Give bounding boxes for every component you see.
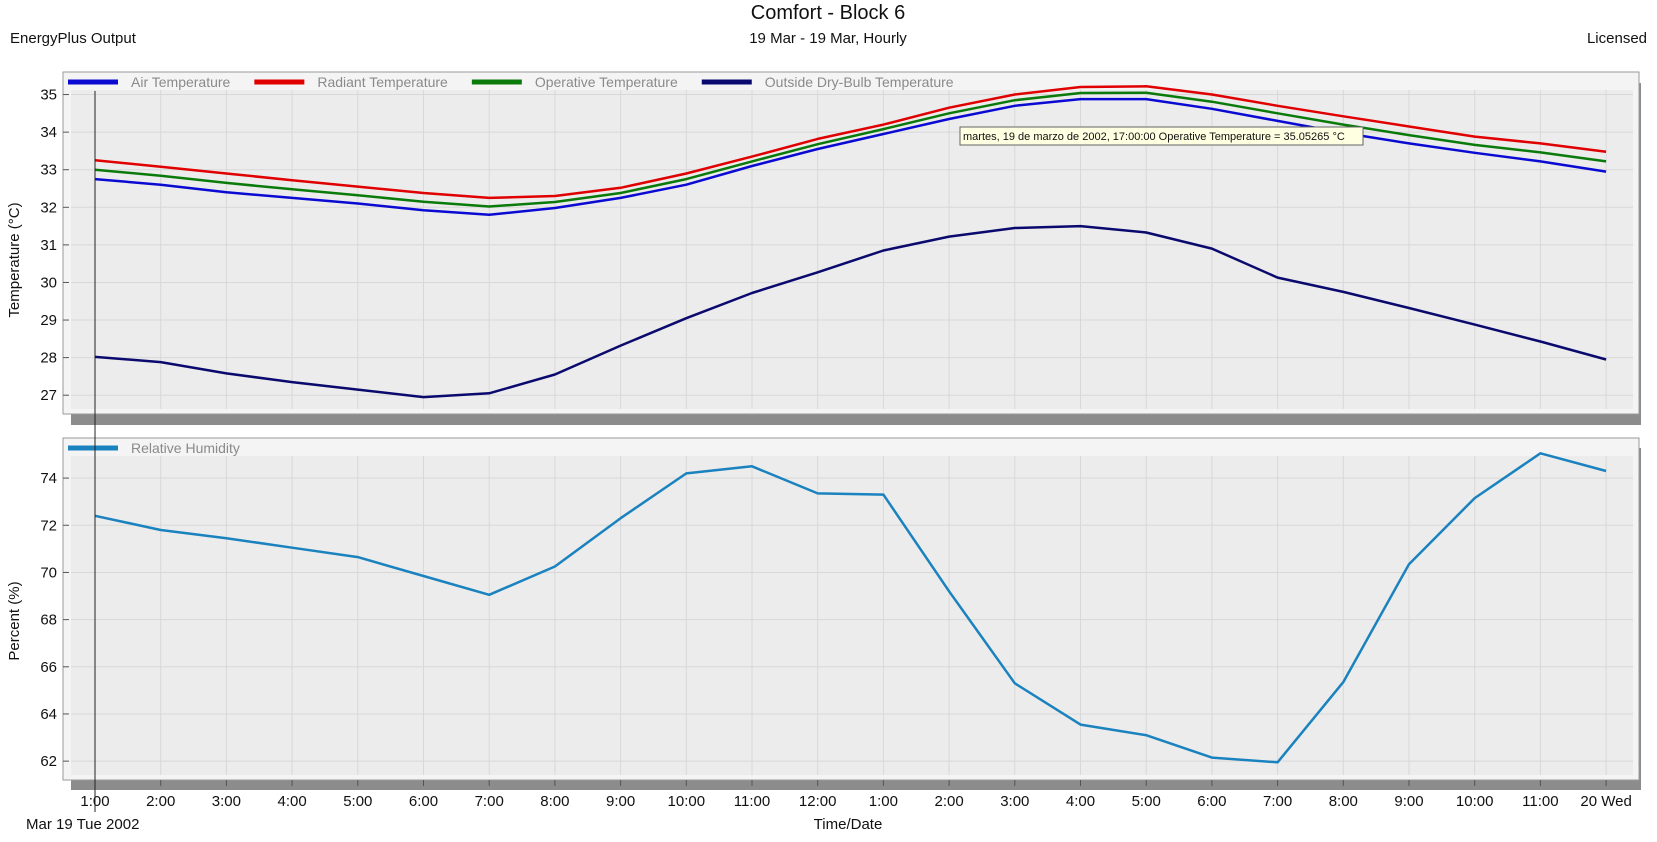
x-tick-label: 5:00 — [343, 793, 372, 810]
top-y-tick-label: 30 — [40, 274, 57, 291]
top-y-tick-label: 27 — [40, 387, 57, 404]
x-axis-label: Time/Date — [814, 816, 883, 833]
top-plot-area — [71, 90, 1633, 409]
bottom-y-tick-label: 70 — [40, 564, 57, 581]
tooltip-text: martes, 19 de marzo de 2002, 17:00:00 Op… — [963, 131, 1345, 143]
x-tick-label: 2:00 — [146, 793, 175, 810]
x-tick-label: 12:00 — [799, 793, 837, 810]
top-y-axis-label: Temperature (°C) — [6, 202, 23, 317]
bottom-y-tick-label: 68 — [40, 612, 57, 629]
top-y-tick-label: 35 — [40, 87, 57, 104]
top-series-line-3[interactable] — [94, 224, 1607, 399]
top-legend-label-1: Radiant Temperature — [317, 74, 448, 90]
chart-subtitle: 19 Mar - 19 Mar, Hourly — [749, 30, 907, 47]
x-tick-label: 10:00 — [1456, 793, 1494, 810]
top-series-line-1[interactable] — [94, 85, 1607, 200]
bottom-series-group — [94, 452, 1607, 764]
x-tick-label: 5:00 — [1132, 793, 1161, 810]
tooltip: martes, 19 de marzo de 2002, 17:00:00 Op… — [959, 126, 1364, 146]
x-tick-label: 6:00 — [409, 793, 438, 810]
x-ticks: 1:00 2:00 3:00 4:00 5:00 6:00 7:00 8:00 9:00 10:0… — [80, 780, 1632, 810]
bottom-y-tick-label: 64 — [40, 706, 57, 723]
top-series-line-2[interactable] — [94, 91, 1607, 208]
bottom-legend-label-0: Relative Humidity — [131, 440, 240, 456]
x-tick-label: 20 Wed — [1580, 793, 1631, 810]
x-tick-label: 4:00 — [1066, 793, 1095, 810]
chart-title: Comfort - Block 6 — [751, 2, 905, 24]
x-tick-label: 9:00 — [1394, 793, 1423, 810]
top-grid — [71, 90, 1633, 409]
top-y-tick-label: 29 — [40, 312, 57, 329]
x-tick-label: 3:00 — [1000, 793, 1029, 810]
top-legend-label-0: Air Temperature — [131, 74, 231, 90]
x-tick-label: 7:00 — [475, 793, 504, 810]
x-tick-label: 1:00 — [869, 793, 898, 810]
license-label: Licensed — [1587, 30, 1647, 47]
bottom-grid — [71, 456, 1633, 775]
bottom-y-tick-label: 62 — [40, 753, 57, 770]
tooltip-box — [959, 126, 1364, 146]
top-legend-label-2: Operative Temperature — [535, 74, 678, 90]
bottom-plot-area — [71, 456, 1633, 775]
output-label: EnergyPlus Output — [10, 30, 137, 47]
bottom-y-tick-label: 66 — [40, 659, 57, 676]
top-y-tick-label: 28 — [40, 350, 57, 367]
date-label: Mar 19 Tue 2002 — [26, 816, 139, 833]
x-tick-label: 11:00 — [1522, 793, 1558, 810]
bottom-y-axis-label: Percent (%) — [6, 581, 23, 660]
x-tick-label: 3:00 — [212, 793, 241, 810]
top-y-tick-label: 32 — [40, 199, 57, 216]
x-tick-label: 7:00 — [1263, 793, 1292, 810]
x-tick-label: 8:00 — [540, 793, 569, 810]
bottom-y-tick-label: 74 — [40, 470, 57, 487]
x-tick-label: 11:00 — [734, 793, 770, 810]
x-tick-label: 10:00 — [668, 793, 706, 810]
top-legend: Air Temperature Radiant Temperature Operat… — [68, 74, 954, 90]
x-tick-label: 4:00 — [277, 793, 306, 810]
x-tick-label: 2:00 — [934, 793, 963, 810]
x-tick-label: 6:00 — [1197, 793, 1226, 810]
top-y-ticks: 27 28 29 30 31 32 33 34 35 — [40, 87, 69, 404]
bottom-series-line-0[interactable] — [94, 452, 1607, 764]
top-legend-label-3: Outside Dry-Bulb Temperature — [765, 74, 954, 90]
top-y-tick-label: 34 — [40, 124, 57, 141]
x-tick-label: 8:00 — [1329, 793, 1358, 810]
x-tick-label: 9:00 — [606, 793, 635, 810]
bottom-legend: Relative Humidity — [68, 440, 240, 456]
top-y-tick-label: 31 — [40, 237, 57, 254]
bottom-y-tick-label: 72 — [40, 517, 57, 534]
top-y-tick-label: 33 — [40, 162, 57, 179]
bottom-y-ticks: 62 64 66 68 70 72 74 — [40, 470, 69, 770]
